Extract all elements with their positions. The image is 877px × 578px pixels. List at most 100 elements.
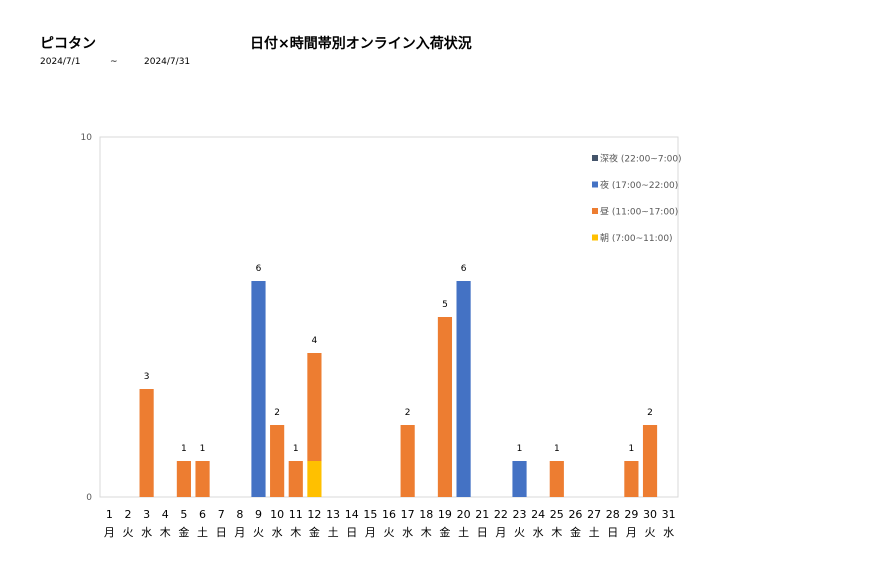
x-tick-label: 9 [255, 508, 262, 521]
x-weekday-label: 日 [607, 526, 618, 539]
x-tick-label: 22 [494, 508, 508, 521]
data-label: 1 [517, 444, 523, 454]
x-tick-label: 16 [382, 508, 396, 521]
x-weekday-label: 木 [421, 526, 432, 539]
x-weekday-label: 水 [141, 526, 152, 539]
x-weekday-label: 月 [104, 526, 115, 539]
y-axis: 0 10 [81, 133, 93, 503]
bar-segment [438, 317, 452, 497]
x-tick-label: 27 [587, 508, 601, 521]
data-label: 1 [293, 444, 299, 454]
x-tick-label: 28 [606, 508, 620, 521]
x-tick-label: 10 [270, 508, 284, 521]
x-weekday-label: 木 [551, 526, 562, 539]
x-weekday-label: 月 [234, 526, 245, 539]
data-label: 6 [461, 264, 467, 274]
y-tick-label: 0 [86, 493, 92, 503]
x-weekday-label: 水 [272, 526, 283, 539]
x-weekday-label: 日 [216, 526, 227, 539]
bar-segment [177, 461, 191, 497]
x-tick-label: 6 [199, 508, 206, 521]
x-tick-label: 18 [419, 508, 433, 521]
x-tick-label: 21 [475, 508, 489, 521]
x-weekday-label: 月 [365, 526, 376, 539]
x-tick-label: 3 [143, 508, 150, 521]
x-tick-label: 11 [289, 508, 303, 521]
x-tick-label: 7 [218, 508, 225, 521]
legend-swatch [592, 155, 598, 161]
bar-segment [195, 461, 209, 497]
x-tick-label: 2 [124, 508, 131, 521]
x-weekday-label: 月 [495, 526, 506, 539]
x-weekday-label: 土 [328, 526, 339, 539]
legend-swatch [592, 208, 598, 214]
y-tick-label: 10 [81, 133, 93, 143]
data-label: 1 [181, 444, 187, 454]
bar-segment [456, 281, 470, 497]
bar-segment [140, 389, 154, 497]
bar-segment [401, 425, 415, 497]
x-weekday-label: 火 [514, 526, 525, 539]
x-weekday-label: 土 [458, 526, 469, 539]
legend-swatch [592, 182, 598, 188]
bar-segment [270, 425, 284, 497]
x-weekday-label: 月 [626, 526, 637, 539]
bar-segment [307, 353, 321, 461]
data-label: 2 [405, 408, 411, 418]
x-weekday-label: 日 [346, 526, 357, 539]
x-tick-label: 29 [624, 508, 638, 521]
x-tick-label: 1 [106, 508, 113, 521]
x-tick-label: 14 [345, 508, 359, 521]
x-tick-label: 5 [180, 508, 187, 521]
bar-segment [289, 461, 303, 497]
legend-label: 朝 (7:00~11:00) [600, 233, 673, 244]
bar-segment [512, 461, 526, 497]
x-tick-label: 12 [307, 508, 321, 521]
x-weekday-label: 火 [122, 526, 133, 539]
x-weekday-label: 土 [197, 526, 208, 539]
bar-segment [307, 461, 321, 497]
bar-segment [550, 461, 564, 497]
data-label: 2 [274, 408, 280, 418]
x-tick-label: 23 [513, 508, 527, 521]
x-weekday-label: 金 [178, 525, 189, 539]
x-tick-label: 24 [531, 508, 545, 521]
x-weekday-label: 金 [570, 525, 581, 539]
data-label: 1 [554, 444, 560, 454]
x-weekday-label: 火 [645, 526, 656, 539]
x-weekday-label: 水 [663, 526, 674, 539]
legend-label: 深夜 (22:00~7:00) [600, 153, 682, 165]
data-label: 4 [312, 336, 318, 346]
x-weekday-label: 木 [160, 526, 171, 539]
x-weekday-label: 木 [290, 526, 301, 539]
x-tick-label: 26 [568, 508, 582, 521]
x-tick-label: 17 [401, 508, 415, 521]
x-tick-label: 19 [438, 508, 452, 521]
plot-area [100, 137, 678, 497]
x-weekday-label: 火 [253, 526, 264, 539]
legend-label: 昼 (11:00~17:00) [600, 207, 678, 218]
data-label: 6 [256, 264, 262, 274]
x-tick-label: 31 [662, 508, 676, 521]
data-label: 2 [647, 408, 653, 418]
x-axis: 1月2火3水4木5金6土7日8月9火10水11木12金13土14日15月16火1… [104, 508, 676, 539]
x-weekday-label: 火 [384, 526, 395, 539]
x-tick-label: 15 [363, 508, 377, 521]
x-tick-label: 20 [457, 508, 471, 521]
bar-segment [251, 281, 265, 497]
data-label: 1 [629, 444, 635, 454]
x-weekday-label: 土 [589, 526, 600, 539]
x-tick-label: 30 [643, 508, 657, 521]
data-label: 5 [442, 300, 448, 310]
x-tick-label: 8 [236, 508, 243, 521]
x-weekday-label: 金 [439, 525, 450, 539]
data-label: 1 [200, 444, 206, 454]
bar-segment [624, 461, 638, 497]
x-weekday-label: 水 [533, 526, 544, 539]
legend-swatch [592, 235, 598, 241]
x-weekday-label: 水 [402, 526, 413, 539]
x-weekday-label: 日 [477, 526, 488, 539]
bar-segment [643, 425, 657, 497]
x-tick-label: 25 [550, 508, 564, 521]
